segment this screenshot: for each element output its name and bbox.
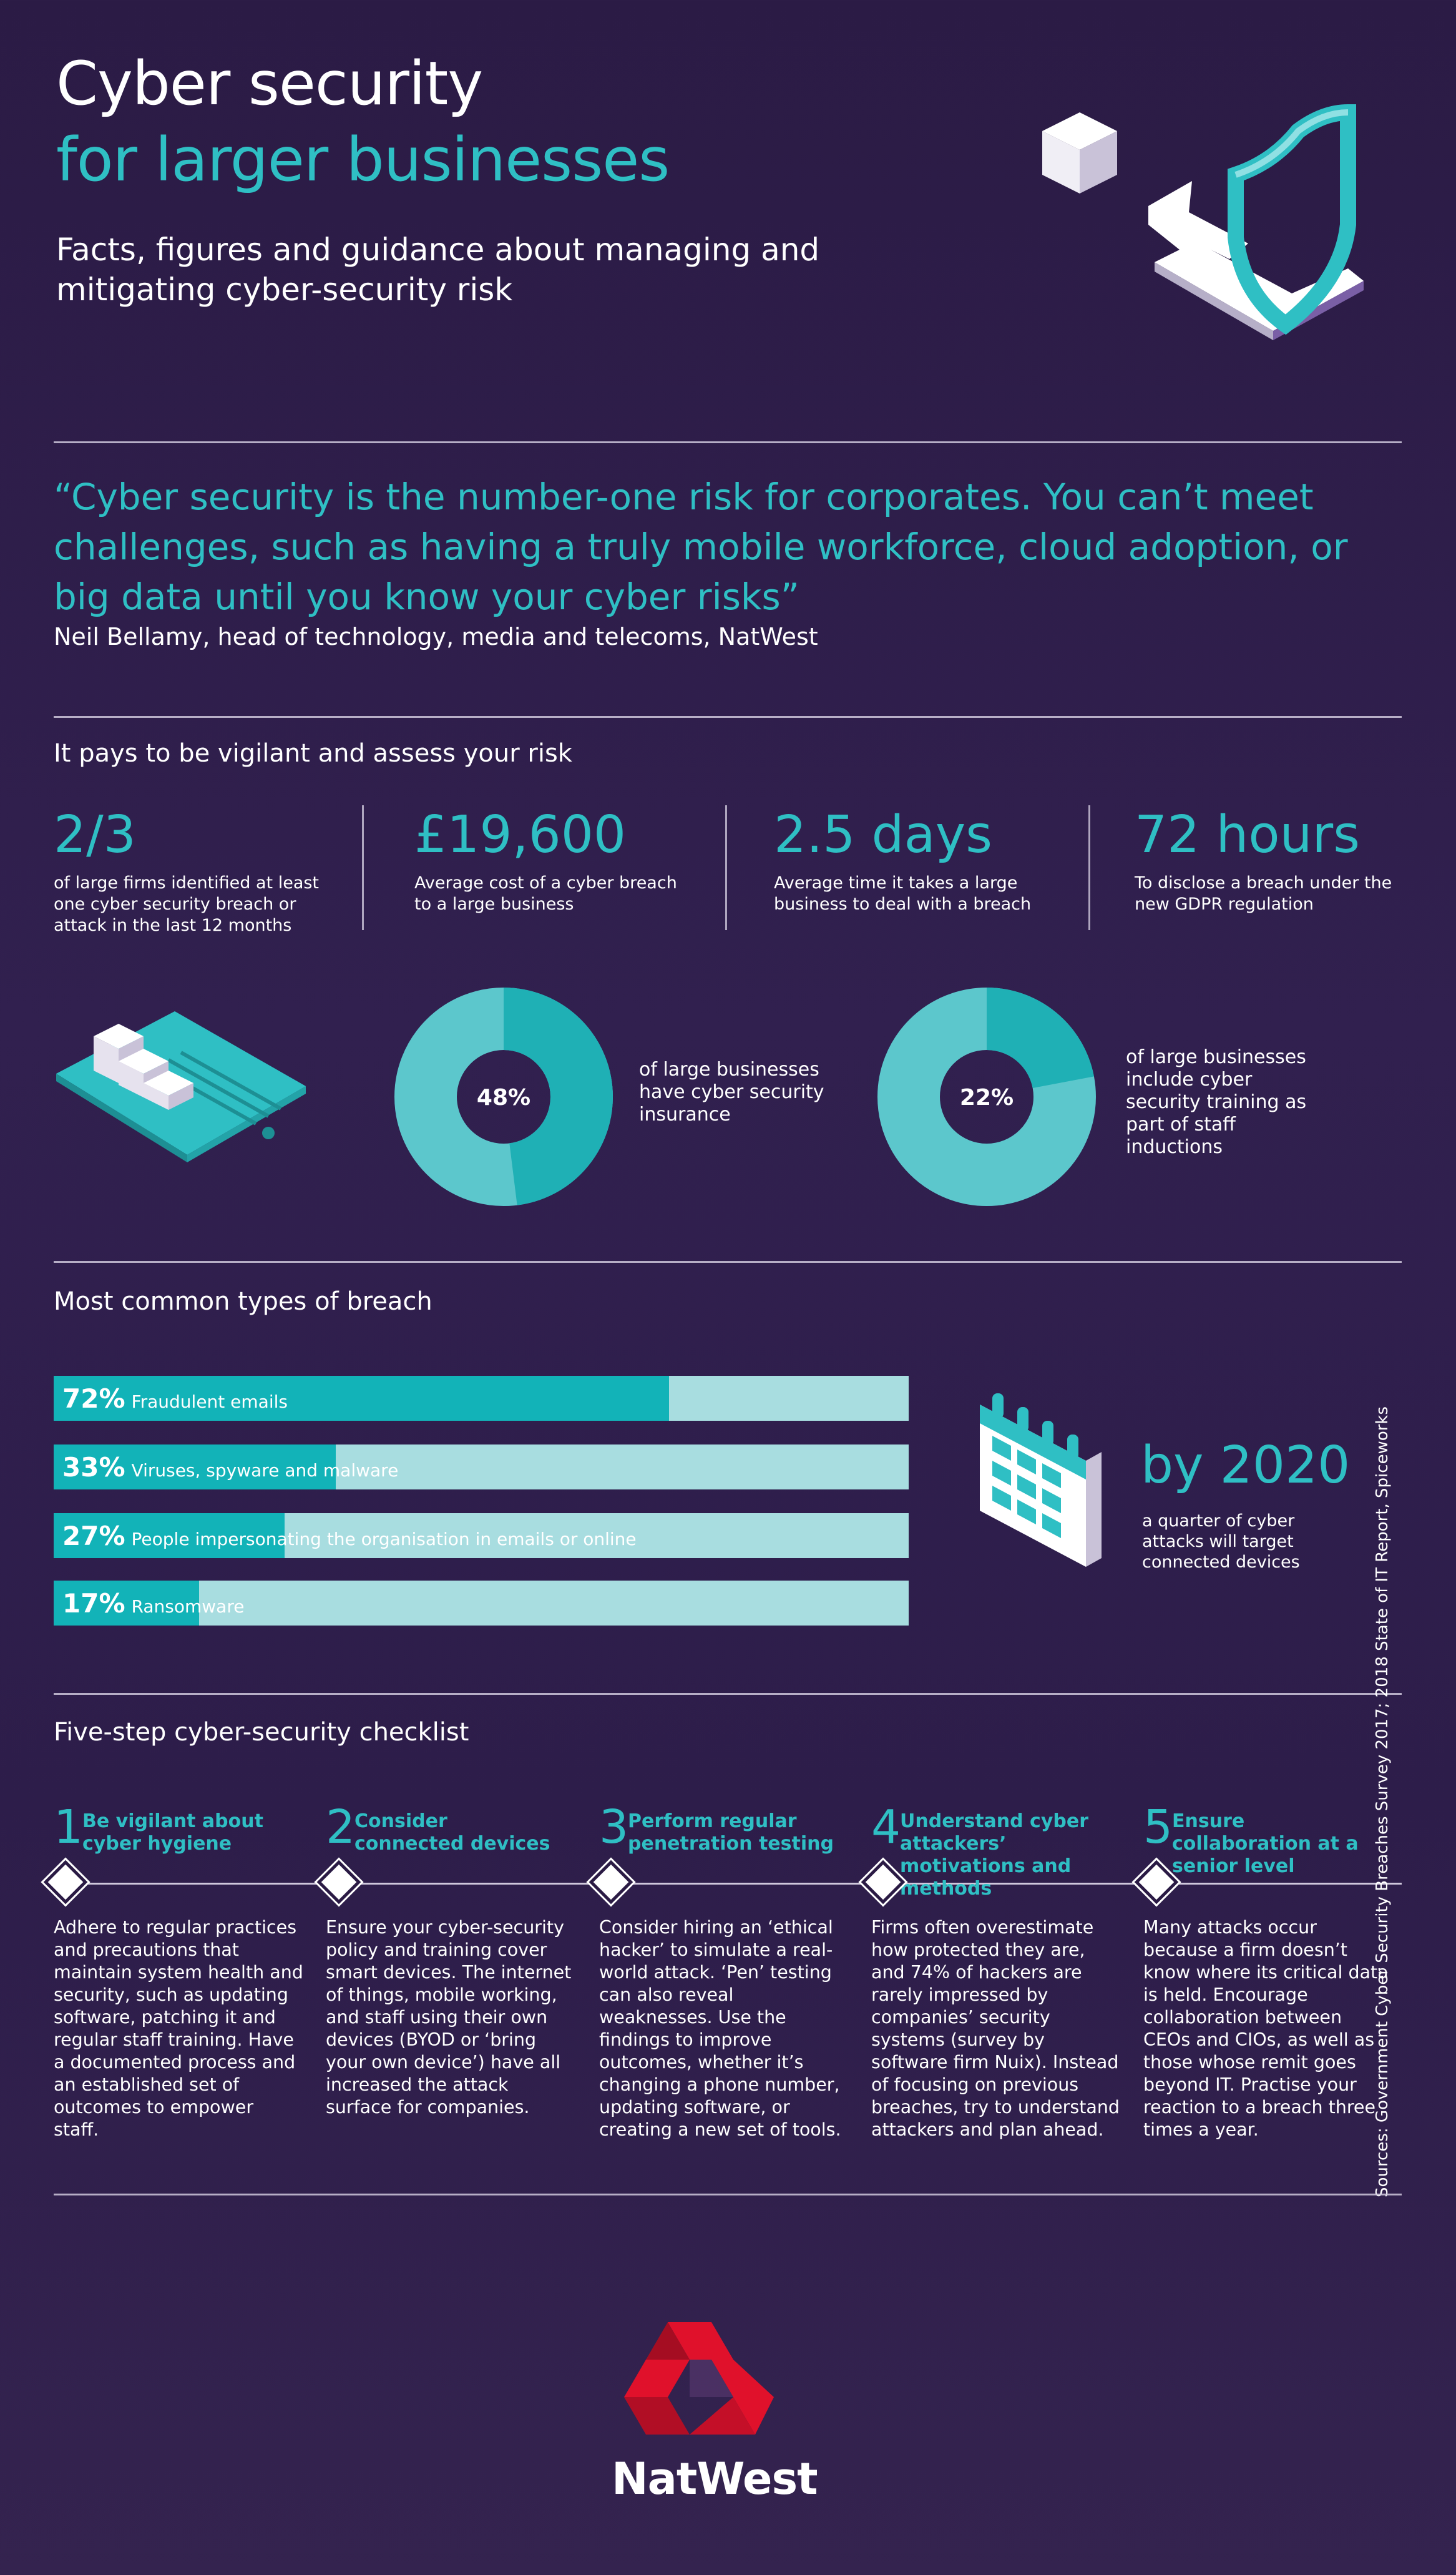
donut-segment bbox=[877, 988, 1096, 1206]
donut-description: of large businesses have cyber security … bbox=[639, 1059, 824, 1126]
quote-text: “Cyber security is the number-one risk f… bbox=[54, 476, 1348, 618]
stat-description: Average cost of a cyber breach to a larg… bbox=[414, 873, 677, 914]
donut-percent-label: 48% bbox=[477, 1085, 530, 1111]
divider bbox=[54, 2194, 1402, 2195]
breach-bar-fill bbox=[54, 1513, 285, 1558]
step-number: 5 bbox=[1143, 1800, 1173, 1854]
step-title: Be vigilant about cyber hygiene bbox=[82, 1810, 263, 1855]
cube-icon bbox=[1042, 112, 1117, 194]
stat-divider bbox=[1088, 805, 1090, 930]
step-body: Adhere to regular practices and precauti… bbox=[54, 1917, 303, 2140]
step-number: 4 bbox=[871, 1800, 901, 1854]
stat-value: 2.5 days bbox=[774, 805, 993, 865]
stat-description: of large firms identified at least one c… bbox=[54, 873, 320, 935]
stat-divider bbox=[362, 805, 364, 930]
divider bbox=[54, 1261, 1402, 1263]
divider bbox=[54, 1693, 1402, 1695]
step-title: Consider connected devices bbox=[354, 1810, 550, 1855]
stat-average-cost: £19,600 Average cost of a cyber breach t… bbox=[414, 805, 739, 915]
by2020-title: by 2020 bbox=[1141, 1436, 1351, 1495]
breach-percent: 33% bbox=[62, 1451, 125, 1483]
title-line-1: Cyber security bbox=[56, 49, 483, 119]
section-heading-checklist: Five-step cyber-security checklist bbox=[54, 1718, 469, 1747]
natwest-logo-text: NatWest bbox=[612, 2453, 818, 2504]
stat-description: Average time it takes a large business t… bbox=[774, 873, 1032, 914]
breach-label: Viruses, spyware and malware bbox=[131, 1459, 399, 1481]
timeline-marker bbox=[586, 1857, 636, 1907]
step-body: Consider hiring an ‘ethical hacker’ to s… bbox=[599, 1917, 841, 2140]
step-number: 1 bbox=[54, 1800, 84, 1854]
breach-label: Ransomware bbox=[131, 1596, 245, 1617]
step-body: Firms often overestimate how protected t… bbox=[871, 1917, 1120, 2140]
timeline-marker bbox=[41, 1857, 90, 1907]
checklist-timeline bbox=[54, 1883, 1402, 1885]
divider bbox=[54, 441, 1402, 443]
shield-arrow-illustration bbox=[1042, 104, 1364, 340]
step-title: Understand cyber attackers’ motivations … bbox=[900, 1810, 1089, 1900]
timeline-marker bbox=[858, 1857, 908, 1907]
breach-bar-fill bbox=[54, 1444, 336, 1489]
breach-bar: 17% Ransomware bbox=[54, 1581, 909, 1626]
breach-label: Fraudulent emails bbox=[131, 1391, 288, 1412]
donut-chart-training: 22% bbox=[877, 988, 1096, 1206]
stat-value: £19,600 bbox=[414, 805, 627, 865]
shield-icon bbox=[1228, 104, 1356, 335]
stat-value: 2/3 bbox=[54, 805, 136, 865]
step-number: 3 bbox=[599, 1800, 629, 1854]
subtitle: Facts, figures and guidance about managi… bbox=[56, 232, 820, 308]
title-line-2: for larger businesses bbox=[56, 125, 670, 195]
timeline-marker bbox=[314, 1857, 364, 1907]
document-chart-illustration bbox=[56, 1011, 306, 1162]
breach-bar-fill bbox=[54, 1581, 199, 1626]
divider bbox=[54, 716, 1402, 718]
stat-firms-breached: 2/3 of large firms identified at least o… bbox=[54, 805, 378, 936]
quote-author: Neil Bellamy, head of technology, media … bbox=[54, 623, 818, 650]
breach-bar: 72% Fraudulent emails bbox=[54, 1376, 909, 1421]
breach-bar: 33% Viruses, spyware and malware bbox=[54, 1444, 909, 1489]
breach-bar-fill bbox=[54, 1376, 670, 1421]
by2020-description: a quarter of cyber attacks will target c… bbox=[1142, 1511, 1300, 1572]
natwest-logo-icon bbox=[624, 2322, 774, 2435]
stat-gdpr-hours: 72 hours To disclose a breach under the … bbox=[1135, 805, 1456, 915]
breach-percent: 17% bbox=[62, 1587, 125, 1619]
donut-segment bbox=[394, 988, 613, 1206]
step-number: 2 bbox=[326, 1800, 356, 1854]
step-title: Perform regular penetration testing bbox=[628, 1810, 834, 1855]
donut-percent-label: 22% bbox=[960, 1085, 1014, 1111]
stat-description: To disclose a breach under the new GDPR … bbox=[1135, 873, 1392, 914]
section-heading-vigilant: It pays to be vigilant and assess your r… bbox=[54, 739, 572, 768]
bar-blocks-icon bbox=[94, 1024, 193, 1110]
section-heading-breach: Most common types of breach bbox=[54, 1287, 432, 1316]
step-title: Ensure collaboration at a senior level bbox=[1172, 1810, 1359, 1877]
donut-description: of large businesses include cyber securi… bbox=[1126, 1046, 1307, 1158]
donut-chart-insurance: 48% bbox=[394, 988, 613, 1206]
calendar-icon bbox=[980, 1393, 1102, 1567]
stat-value: 72 hours bbox=[1135, 805, 1360, 865]
breach-percent: 27% bbox=[62, 1520, 125, 1551]
step-body: Many attacks occur because a firm doesn’… bbox=[1143, 1917, 1389, 2140]
breach-label: People impersonating the organisation in… bbox=[131, 1528, 637, 1549]
step-body: Ensure your cyber-security policy and tr… bbox=[326, 1917, 572, 2117]
stat-average-time: 2.5 days Average time it takes a large b… bbox=[774, 805, 1098, 915]
breach-bar: 27% People impersonating the organisation… bbox=[54, 1513, 909, 1558]
breach-percent: 72% bbox=[62, 1383, 125, 1414]
stat-divider bbox=[725, 805, 727, 930]
sources-note: Sources: Government Cyber Security Breac… bbox=[1373, 1406, 1392, 2197]
